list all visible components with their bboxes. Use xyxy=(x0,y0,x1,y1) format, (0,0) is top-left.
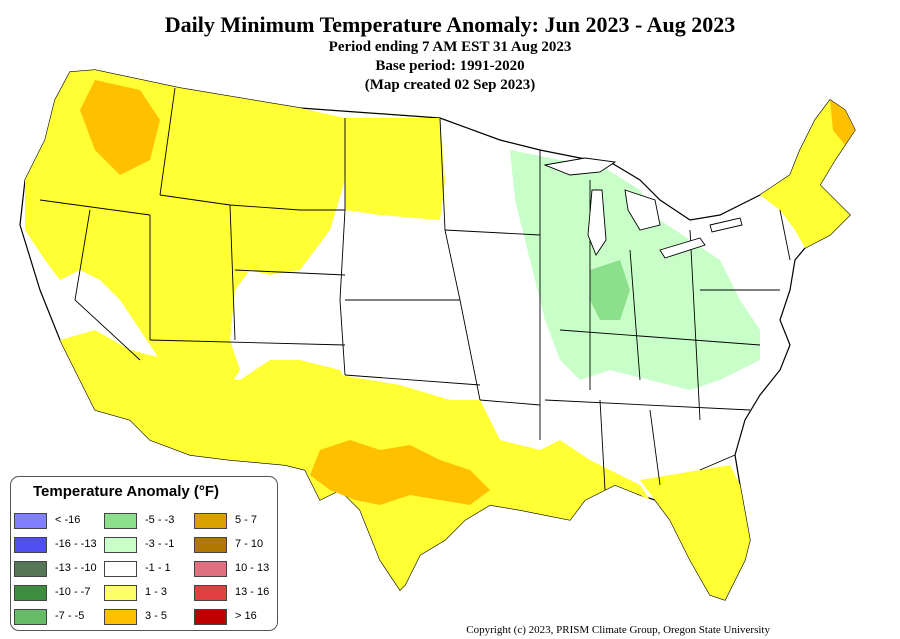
legend-swatch xyxy=(194,537,227,553)
lake-ontario xyxy=(709,217,743,233)
great-lakes xyxy=(543,157,743,259)
legend-label: -7 - -5 xyxy=(55,610,85,622)
legend-label: 1 - 3 xyxy=(145,586,168,598)
legend-swatch xyxy=(104,585,137,601)
legend-swatch xyxy=(194,609,227,625)
legend-label: -5 - -3 xyxy=(145,514,175,526)
legend-label: 5 - 7 xyxy=(235,514,258,526)
hot-patch-maine xyxy=(830,100,855,145)
legend-label: -10 - -7 xyxy=(55,586,91,598)
hot-patch-northwest xyxy=(80,80,160,175)
anomaly-regions xyxy=(25,70,855,600)
legend-label: 3 - 5 xyxy=(145,610,168,622)
legend: Temperature Anomaly (°F) < -16 -16 - -13 -… xyxy=(10,476,278,631)
lake-huron xyxy=(624,189,661,231)
legend-label: -16 - -13 xyxy=(55,538,97,550)
legend-label: 7 - 10 xyxy=(235,538,264,550)
legend-swatch xyxy=(194,513,227,529)
hot-patch-texas xyxy=(310,440,490,505)
legend-label: -1 - 1 xyxy=(145,562,171,574)
lake-superior xyxy=(543,157,617,176)
lake-erie xyxy=(659,237,706,259)
legend-swatch xyxy=(14,585,47,601)
warm-region-florida xyxy=(640,465,750,600)
legend-swatch xyxy=(14,561,47,577)
legend-swatch xyxy=(14,537,47,553)
map-subtitle-created: (Map created 02 Sep 2023) xyxy=(364,77,536,93)
state-boundaries xyxy=(39,87,791,491)
legend-title: Temperature Anomaly (°F) xyxy=(33,483,220,500)
map-subtitle-base: Base period: 1991-2020 xyxy=(375,58,525,74)
legend-swatch xyxy=(104,537,137,553)
map-title: Daily Minimum Temperature Anomaly: Jun 2… xyxy=(164,12,736,37)
lake-michigan xyxy=(587,189,607,256)
legend-label: 13 - 16 xyxy=(235,586,270,598)
legend-label: 10 - 13 xyxy=(235,562,270,574)
legend-swatch xyxy=(194,561,227,577)
legend-swatch xyxy=(104,609,137,625)
legend-swatch xyxy=(14,513,47,529)
warm-region-southwest xyxy=(60,330,345,465)
legend-label: -13 - -10 xyxy=(55,562,97,574)
legend-swatch xyxy=(14,609,47,625)
warm-region-northeast xyxy=(760,100,855,248)
legend-swatch xyxy=(104,561,137,577)
cool-region-midwest xyxy=(510,150,760,390)
copyright-text: Copyright (c) 2023, PRISM Climate Group,… xyxy=(466,624,770,636)
legend-swatch xyxy=(194,585,227,601)
map-subtitle-period: Period ending 7 AM EST 31 Aug 2023 xyxy=(328,39,572,55)
cool-region-ohio-valley xyxy=(590,260,630,320)
legend-label: > 16 xyxy=(235,610,257,622)
legend-label: < -16 xyxy=(55,514,81,526)
warm-region-dakotas xyxy=(345,118,445,220)
legend-label: -3 - -1 xyxy=(145,538,175,550)
legend-swatch xyxy=(104,513,137,529)
